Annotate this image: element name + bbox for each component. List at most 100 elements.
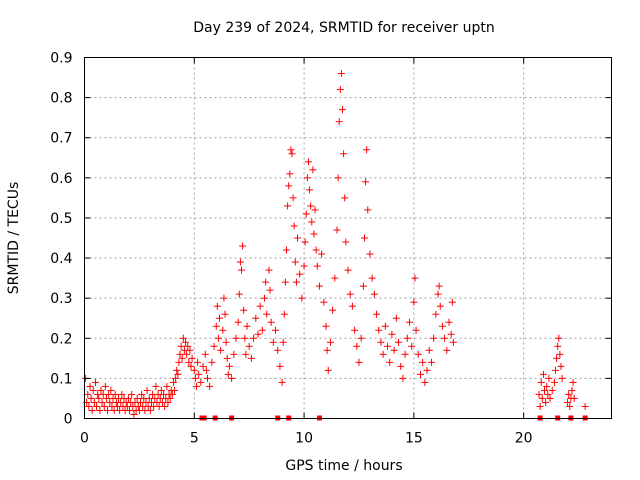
data-point [104,406,112,414]
data-point [105,390,113,398]
data-point [550,378,558,386]
data-point [241,334,249,342]
data-point [217,346,225,354]
data-point [564,398,572,406]
data-point [581,402,589,410]
data-point [538,394,546,402]
data-point [172,374,180,382]
data-point [351,326,359,334]
data-point [190,366,198,374]
data-point [290,222,298,230]
data-point [90,398,98,406]
data-point [247,354,255,362]
data-point [541,386,549,394]
data-point [410,298,418,306]
data-point [308,218,316,226]
data-point [202,366,210,374]
data-point [565,390,573,398]
data-point [186,346,194,354]
data-point [230,350,238,358]
data-point [348,302,356,310]
data-point [545,374,553,382]
data-point [296,270,304,278]
data-point [364,206,372,214]
data-point [262,278,270,286]
data-point [118,390,126,398]
data-point [222,338,230,346]
data-point [339,106,347,114]
data-point [397,362,405,370]
data-point [188,354,196,362]
data-point [258,326,266,334]
data-point [174,370,182,378]
data-point [171,386,179,394]
data-point [235,290,243,298]
data-point [89,386,97,394]
data-point [239,242,247,250]
data-point [399,374,407,382]
x-tick-label: 15 [405,431,423,447]
data-point [191,374,199,382]
data-point [223,354,231,362]
data-point [213,302,221,310]
data-point [306,186,314,194]
data-point [91,378,99,386]
y-tick-label: 0 [64,412,73,428]
x-tick-label: 0 [80,431,89,447]
data-point [133,394,141,402]
data-point [195,370,203,378]
data-point [432,310,440,318]
y-tick-label: 0.3 [50,291,72,307]
data-point [310,230,318,238]
data-point [184,342,192,350]
data-point [539,370,547,378]
data-point [146,406,154,414]
data-point [436,302,444,310]
data-point [88,406,96,414]
data-point [362,178,370,186]
data-point [569,378,577,386]
data-point [187,362,195,370]
data-point [98,398,106,406]
data-point [311,206,319,214]
data-point [322,322,330,330]
data-point [430,334,438,342]
data-point [177,342,185,350]
data-point [287,146,295,154]
data-point [326,338,334,346]
data-point [344,266,352,274]
data-point [208,358,216,366]
data-point [346,290,354,298]
data-point [232,334,240,342]
data-point [357,334,365,342]
data-point [242,350,250,358]
data-point [329,306,337,314]
data-point [307,202,315,210]
data-points [82,70,589,418]
data-point [414,350,422,358]
data-point [272,326,280,334]
data-point [221,310,229,318]
data-point [423,366,431,374]
data-point [302,210,310,218]
data-point [95,394,103,402]
data-point [199,362,207,370]
data-point [228,374,236,382]
data-point [303,174,311,182]
data-point [375,326,383,334]
data-point [445,318,453,326]
data-point [85,402,93,410]
data-point [178,354,186,362]
data-point [312,246,320,254]
data-point [87,394,95,402]
data-point [250,334,258,342]
data-point [441,334,449,342]
data-point [245,342,253,350]
data-point [197,378,205,386]
data-point [182,338,190,346]
data-point [214,334,222,342]
data-point [194,358,202,366]
data-point [448,298,456,306]
